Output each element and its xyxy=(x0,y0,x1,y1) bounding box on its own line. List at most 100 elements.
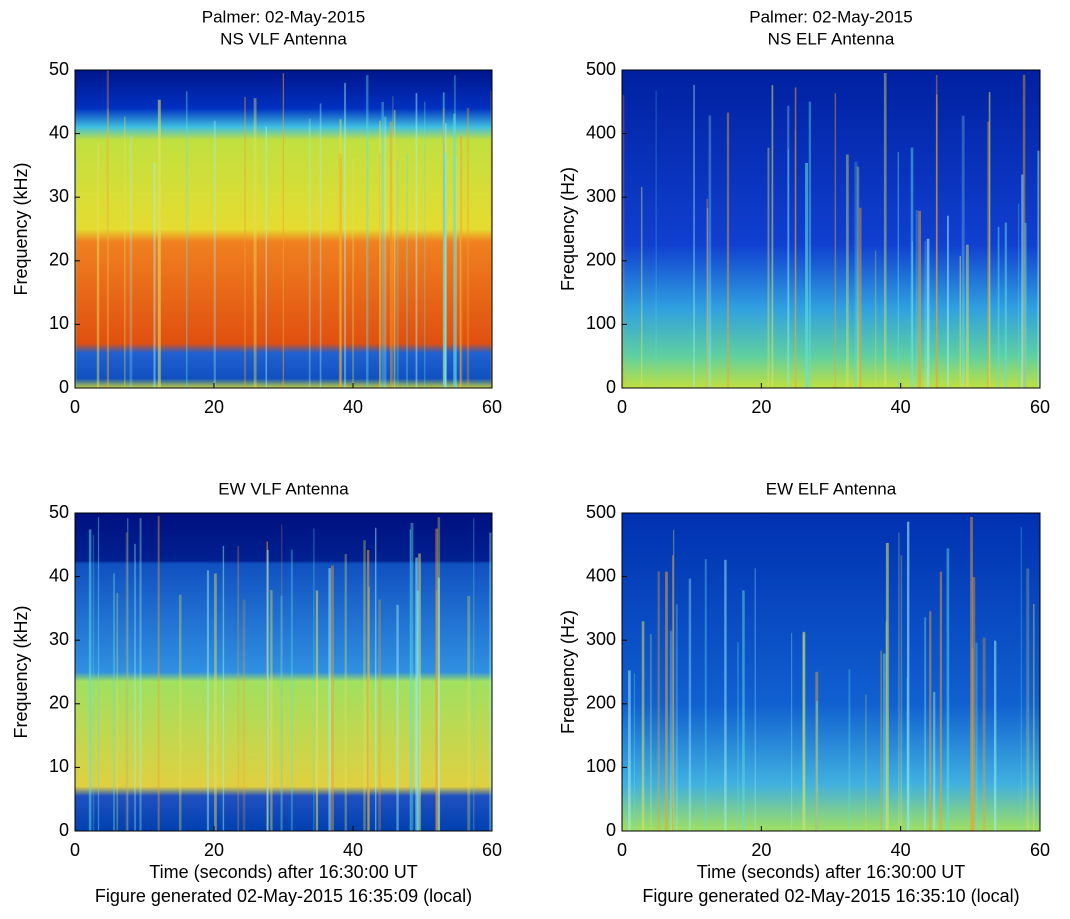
streak xyxy=(328,568,331,831)
streak xyxy=(982,637,986,831)
streak xyxy=(972,577,976,831)
streak xyxy=(1024,222,1027,388)
streak xyxy=(946,215,949,388)
y-tick-label: 300 xyxy=(586,186,616,206)
streak xyxy=(242,599,246,831)
streak xyxy=(389,121,393,389)
streak xyxy=(655,90,657,388)
streak xyxy=(704,559,707,831)
streak xyxy=(726,112,730,388)
streak xyxy=(915,209,918,388)
caption: Figure generated 02-May-2015 16:35:10 (l… xyxy=(642,886,1019,906)
streak xyxy=(489,532,492,831)
streak xyxy=(384,116,387,388)
y-tick-label: 300 xyxy=(586,629,616,649)
streak xyxy=(706,207,709,388)
streak xyxy=(157,515,160,831)
chart-title: EW ELF Antenna xyxy=(766,479,897,498)
y-tick-label: 400 xyxy=(586,565,616,585)
streak xyxy=(787,105,790,388)
streak xyxy=(75,157,77,388)
x-tick-label: 40 xyxy=(891,397,911,417)
streak xyxy=(815,671,819,831)
chart-title: EW VLF Antenna xyxy=(218,479,349,498)
streak xyxy=(344,554,347,831)
streak xyxy=(253,98,257,388)
y-tick-label: 100 xyxy=(586,313,616,333)
streak xyxy=(127,517,129,831)
streak xyxy=(416,590,420,831)
streak xyxy=(409,529,411,831)
streak xyxy=(791,632,793,831)
caption: Figure generated 02-May-2015 16:35:09 (l… xyxy=(95,886,472,906)
streak xyxy=(415,93,418,389)
y-tick-label: 500 xyxy=(586,59,616,79)
streak xyxy=(965,244,969,388)
x-tick-label: 0 xyxy=(70,397,80,417)
streak xyxy=(673,530,675,831)
x-tick-label: 0 xyxy=(617,397,627,417)
streak xyxy=(106,70,109,388)
streak xyxy=(459,147,461,388)
streak xyxy=(787,149,790,388)
x-tick-label: 20 xyxy=(751,397,771,417)
streak xyxy=(280,595,283,831)
streak xyxy=(313,528,315,831)
streak xyxy=(665,571,668,831)
streak xyxy=(929,611,932,831)
streak xyxy=(125,532,128,831)
streak xyxy=(186,91,188,388)
y-tick-label: 500 xyxy=(586,502,616,522)
y-axis-label: Frequency (Hz) xyxy=(558,167,578,291)
streak xyxy=(898,532,900,831)
streak xyxy=(675,604,678,831)
streak xyxy=(883,73,887,388)
streak xyxy=(134,543,136,831)
x-tick-label: 0 xyxy=(70,840,80,860)
streak xyxy=(815,700,818,831)
streak xyxy=(157,99,161,389)
streak xyxy=(1017,203,1020,388)
streak xyxy=(393,110,396,388)
y-tick-label: 20 xyxy=(49,693,69,713)
streak xyxy=(633,673,636,831)
streak xyxy=(442,107,445,388)
x-tick-label: 60 xyxy=(482,840,502,860)
streak xyxy=(124,116,126,388)
streak xyxy=(453,113,456,389)
streak xyxy=(627,670,631,831)
y-tick-label: 0 xyxy=(606,820,616,840)
streak xyxy=(455,156,458,388)
y-tick-label: 30 xyxy=(49,629,69,649)
streak xyxy=(970,516,973,831)
streak xyxy=(1032,603,1035,831)
streak xyxy=(116,593,119,831)
streak xyxy=(366,75,369,389)
streak xyxy=(437,577,440,831)
x-tick-label: 60 xyxy=(1030,840,1050,860)
streak xyxy=(900,555,903,831)
streak xyxy=(392,96,394,389)
streak xyxy=(640,187,643,388)
streak xyxy=(315,590,319,831)
streak xyxy=(368,586,370,831)
streak xyxy=(1026,568,1030,831)
streak xyxy=(443,152,447,388)
streak xyxy=(859,207,862,388)
streak xyxy=(808,101,812,388)
streak xyxy=(88,529,92,831)
streak xyxy=(282,73,284,388)
streak xyxy=(997,226,1000,388)
streak xyxy=(742,590,745,831)
streak xyxy=(129,135,133,388)
streak xyxy=(266,549,269,831)
x-tick-label: 60 xyxy=(482,397,502,417)
streak xyxy=(466,107,470,388)
streak xyxy=(737,641,739,831)
y-tick-label: 40 xyxy=(49,565,69,585)
streak xyxy=(206,570,210,831)
streak xyxy=(805,162,809,388)
streak xyxy=(906,521,910,831)
streak xyxy=(396,160,399,388)
streak xyxy=(222,545,225,831)
